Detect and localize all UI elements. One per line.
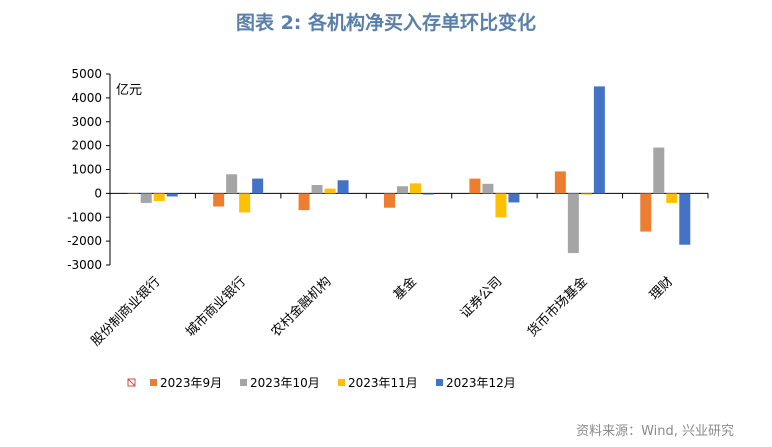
legend-label: 2023年12月 (446, 376, 516, 390)
y-tick-label: 0 (94, 186, 102, 200)
y-tick-label: -3000 (67, 258, 102, 272)
bar (653, 147, 665, 194)
bar (324, 188, 336, 194)
bar (239, 193, 251, 213)
y-tick-label: 5000 (71, 67, 102, 81)
bar (384, 193, 395, 208)
bar (593, 86, 605, 194)
y-tick-label: -2000 (67, 234, 102, 248)
bar (410, 183, 421, 194)
x-category-label: 股份制商业银行 (89, 274, 164, 349)
chart-title: 图表 2: 各机构净买入存单环比变化 (235, 12, 537, 34)
bar (298, 193, 310, 211)
legend-swatch (338, 379, 345, 386)
x-category-label: 证券公司 (457, 274, 505, 322)
bar (495, 193, 507, 218)
x-category-label: 货币市场基金 (524, 274, 590, 340)
y-tick-label: -1000 (67, 210, 102, 224)
legend-label: 2023年11月 (348, 376, 418, 390)
axes: -3000 -2000 -1000 0 1000 2000 3000 4000 5000 亿元 (67, 67, 709, 272)
bar (469, 178, 481, 194)
legend: 2023年9月 2023年10月 2023年11月 2023年12月 (127, 376, 516, 390)
bar (580, 193, 592, 195)
bar (482, 183, 494, 194)
bar (640, 193, 652, 232)
x-category-label: 农村金融机构 (268, 274, 334, 340)
legend-swatch (150, 379, 157, 386)
bar (567, 193, 579, 254)
legend-label: 2023年10月 (250, 376, 320, 390)
y-tick-label: 4000 (71, 91, 102, 105)
labels: 股份制商业银行 城市商业银行 农村金融机构 基金 证券公司 货币市场基金 理财 (89, 274, 677, 350)
legend-swatch-slash (127, 378, 136, 387)
bar (337, 180, 349, 194)
bar (679, 193, 691, 245)
y-unit-label: 亿元 (116, 83, 142, 98)
bar (508, 193, 520, 203)
bar (554, 171, 566, 194)
legend-swatch-empty (127, 378, 136, 387)
bar (140, 193, 152, 203)
x-category-label: 城市商业银行 (182, 274, 248, 340)
legend-swatch (436, 379, 443, 386)
bar (423, 193, 434, 195)
y-tick-label: 3000 (71, 115, 102, 129)
bar (127, 193, 139, 194)
source-note: 资料来源：Wind, 兴业研究 (576, 424, 734, 439)
bar (153, 193, 165, 202)
bar (213, 193, 225, 207)
bar (666, 193, 678, 203)
bars (127, 86, 691, 254)
legend-label: 2023年9月 (160, 376, 222, 390)
legend-swatch (240, 379, 247, 386)
bar (252, 178, 264, 194)
x-category-label: 基金 (390, 274, 420, 304)
bar (226, 174, 238, 194)
bar (166, 193, 178, 197)
bar (397, 186, 408, 194)
y-tick-label: 1000 (71, 163, 102, 177)
y-tick-label: 2000 (71, 139, 102, 153)
bar (311, 185, 323, 194)
x-category-label: 理财 (647, 274, 676, 303)
